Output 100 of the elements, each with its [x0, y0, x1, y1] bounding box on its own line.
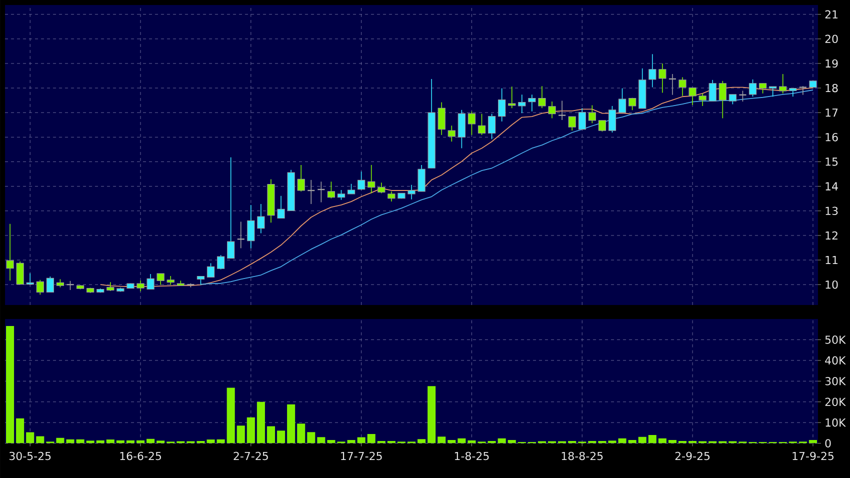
candlestick	[688, 87, 696, 106]
y-tick-label: 13	[826, 206, 838, 216]
bar	[458, 438, 466, 444]
y-tick-label: 21	[825, 10, 838, 18]
bar	[236, 426, 245, 444]
bar	[226, 388, 235, 444]
y-tick-label: 14	[826, 182, 838, 190]
candlestick	[779, 74, 787, 94]
bar	[628, 440, 636, 444]
candlestick	[658, 63, 666, 94]
bar	[56, 438, 64, 444]
bar	[307, 432, 316, 444]
candlestick	[798, 86, 808, 96]
x-tick-label: 2-9-25	[675, 452, 710, 460]
x-tick-label: 17-9-25	[792, 452, 834, 460]
candlestick	[448, 125, 456, 142]
candlestick	[227, 156, 235, 259]
bar	[448, 440, 456, 444]
candlestick	[598, 120, 606, 132]
candlestick	[6, 224, 14, 282]
candlestick	[247, 204, 255, 249]
candlestick	[136, 280, 144, 292]
candlestick	[718, 80, 726, 119]
bar	[106, 440, 114, 444]
y-tick-label: 40K	[825, 356, 846, 365]
candlestick	[146, 274, 154, 290]
y-tick-label: 10K	[826, 418, 846, 427]
candlestick	[478, 113, 486, 136]
bar	[266, 426, 275, 444]
candlestick	[568, 116, 576, 131]
candlestick	[678, 76, 686, 96]
y-tick-label: 10	[826, 280, 838, 289]
candlestick	[297, 164, 305, 192]
bar	[287, 404, 296, 444]
bar	[428, 386, 436, 444]
bar	[648, 435, 656, 444]
candlestick	[728, 94, 736, 105]
bar	[66, 439, 74, 444]
y-tick-label: 11	[826, 256, 838, 264]
candlestick	[36, 280, 44, 296]
candlestick	[408, 184, 416, 200]
candlestick	[277, 196, 285, 219]
bar	[256, 402, 265, 444]
bar	[508, 440, 516, 444]
bar	[206, 440, 215, 444]
candlestick	[769, 86, 777, 98]
candlestick	[468, 111, 476, 136]
bar	[367, 434, 376, 444]
x-tick-label: 1-8-25	[454, 452, 489, 460]
candlestick	[578, 108, 586, 130]
candlestick	[337, 190, 346, 200]
y-tick-label: 15	[826, 158, 838, 166]
x-tick-label: 17-7-25	[341, 452, 382, 460]
candlestick	[518, 94, 526, 114]
bar	[618, 438, 626, 444]
candlestick	[488, 113, 496, 140]
bar	[86, 440, 94, 444]
candlestick	[458, 110, 466, 149]
candlestick	[216, 254, 225, 270]
bar	[357, 437, 366, 444]
y-tick-label: 50K	[825, 336, 846, 344]
candlestick	[588, 104, 596, 124]
bar	[317, 437, 326, 444]
y-tick-label: 12	[826, 231, 838, 240]
bar	[6, 326, 14, 444]
y-tick-label: 20K	[825, 398, 846, 406]
candlestick	[748, 79, 757, 98]
candlestick	[538, 86, 546, 109]
candlestick	[758, 82, 767, 94]
bar	[658, 438, 666, 444]
y-tick-label: 16	[826, 133, 838, 142]
candlestick	[618, 88, 626, 114]
bar	[418, 439, 426, 444]
candlestick	[358, 171, 366, 190]
candlestick	[558, 100, 566, 120]
y-tick-label: 18	[826, 84, 838, 92]
bar	[277, 430, 286, 444]
bar	[156, 440, 165, 444]
candlestick	[388, 191, 396, 202]
y-tick-label: 30K	[825, 376, 846, 386]
bar	[26, 432, 34, 444]
bar	[438, 436, 446, 444]
bar	[246, 417, 255, 444]
candlestick	[528, 94, 536, 112]
bar	[327, 440, 336, 444]
bar	[638, 436, 646, 444]
bar	[608, 440, 616, 444]
bar	[498, 438, 506, 444]
bar	[297, 424, 306, 444]
candlestick	[508, 86, 516, 109]
y-tick-label: 0	[825, 439, 831, 448]
bar	[808, 440, 817, 444]
x-tick-label: 18-8-25	[562, 452, 603, 460]
candlestick	[648, 54, 656, 88]
candlestick	[418, 164, 426, 192]
candlestick	[708, 80, 716, 102]
candlestick	[257, 204, 265, 234]
candlestick	[378, 182, 386, 194]
bar	[16, 418, 24, 444]
x-tick-label: 30-5-25	[9, 452, 51, 460]
